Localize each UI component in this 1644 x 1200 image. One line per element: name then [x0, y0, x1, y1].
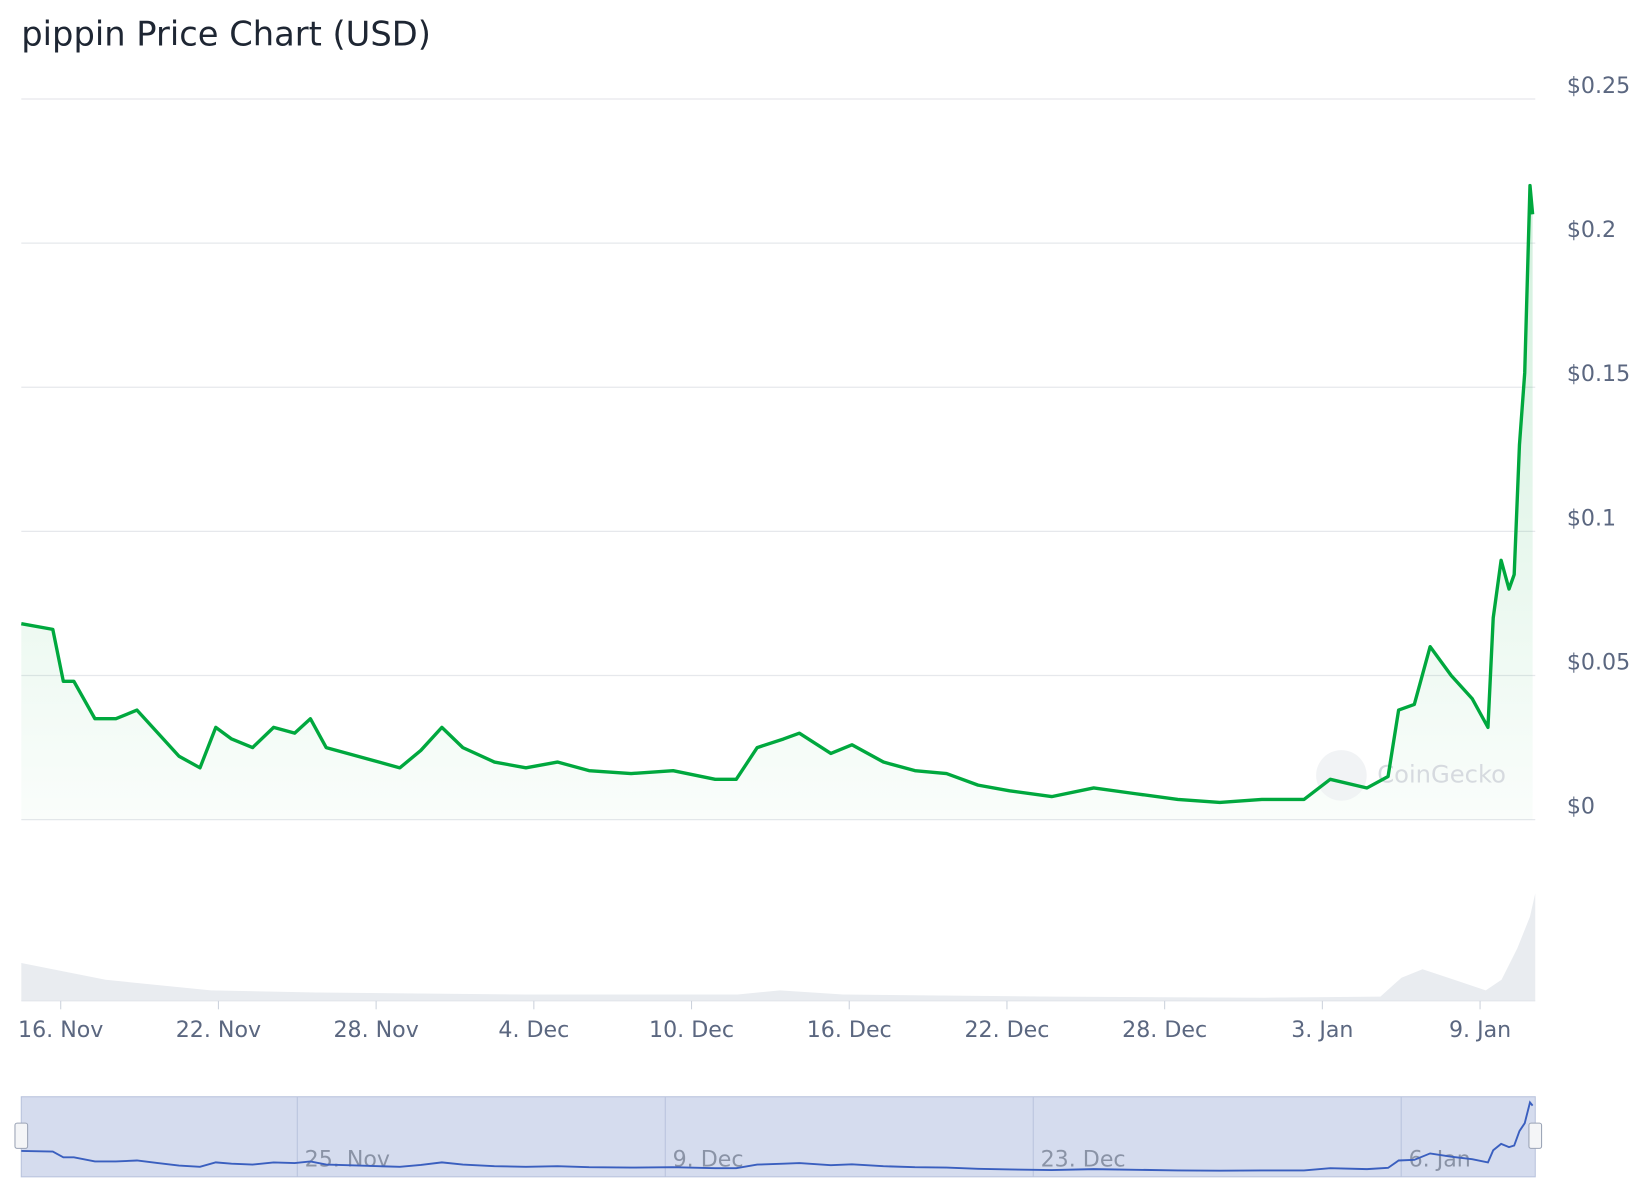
- navigator-tick-label: 25. Nov: [305, 1146, 390, 1172]
- x-tick-label: 4. Dec: [498, 1017, 569, 1043]
- volume-area: [21, 893, 1536, 1001]
- x-tick-label: 9. Jan: [1449, 1017, 1511, 1043]
- watermark-text: CoinGecko: [1377, 760, 1506, 788]
- price-line: [20, 183, 1535, 805]
- y-tick-label: $0.25: [1567, 73, 1630, 99]
- x-tick-label: 22. Nov: [176, 1017, 261, 1043]
- x-tick-label: 28. Dec: [1122, 1017, 1207, 1043]
- navigator-line: [21, 1100, 1534, 1172]
- x-tick-label: 28. Nov: [333, 1017, 418, 1043]
- x-tick-label: 10. Dec: [649, 1017, 734, 1043]
- x-tick-label: 16. Dec: [807, 1017, 892, 1043]
- x-tick-label: 3. Jan: [1291, 1017, 1353, 1043]
- y-tick-label: $0: [1567, 794, 1595, 820]
- navigator-handle[interactable]: [1528, 1122, 1543, 1149]
- watermark: CoinGecko: [1316, 750, 1506, 801]
- y-tick-label: $0.05: [1567, 649, 1630, 675]
- navigator-handle[interactable]: [14, 1122, 29, 1149]
- navigator-tick-label: 23. Dec: [1041, 1146, 1126, 1172]
- x-tick-label: 16. Nov: [18, 1017, 103, 1043]
- x-tick-label: 22. Dec: [964, 1017, 1049, 1043]
- price-area: [21, 185, 1533, 820]
- y-tick-label: $0.15: [1567, 361, 1630, 387]
- navigator-tick-label: 6. Jan: [1409, 1146, 1471, 1172]
- navigator[interactable]: [20, 1096, 1536, 1178]
- chart-title: pippin Price Chart (USD): [21, 14, 431, 53]
- watermark-logo: [1316, 750, 1367, 801]
- y-tick-label: $0.1: [1567, 505, 1616, 531]
- y-tick-label: $0.2: [1567, 217, 1616, 243]
